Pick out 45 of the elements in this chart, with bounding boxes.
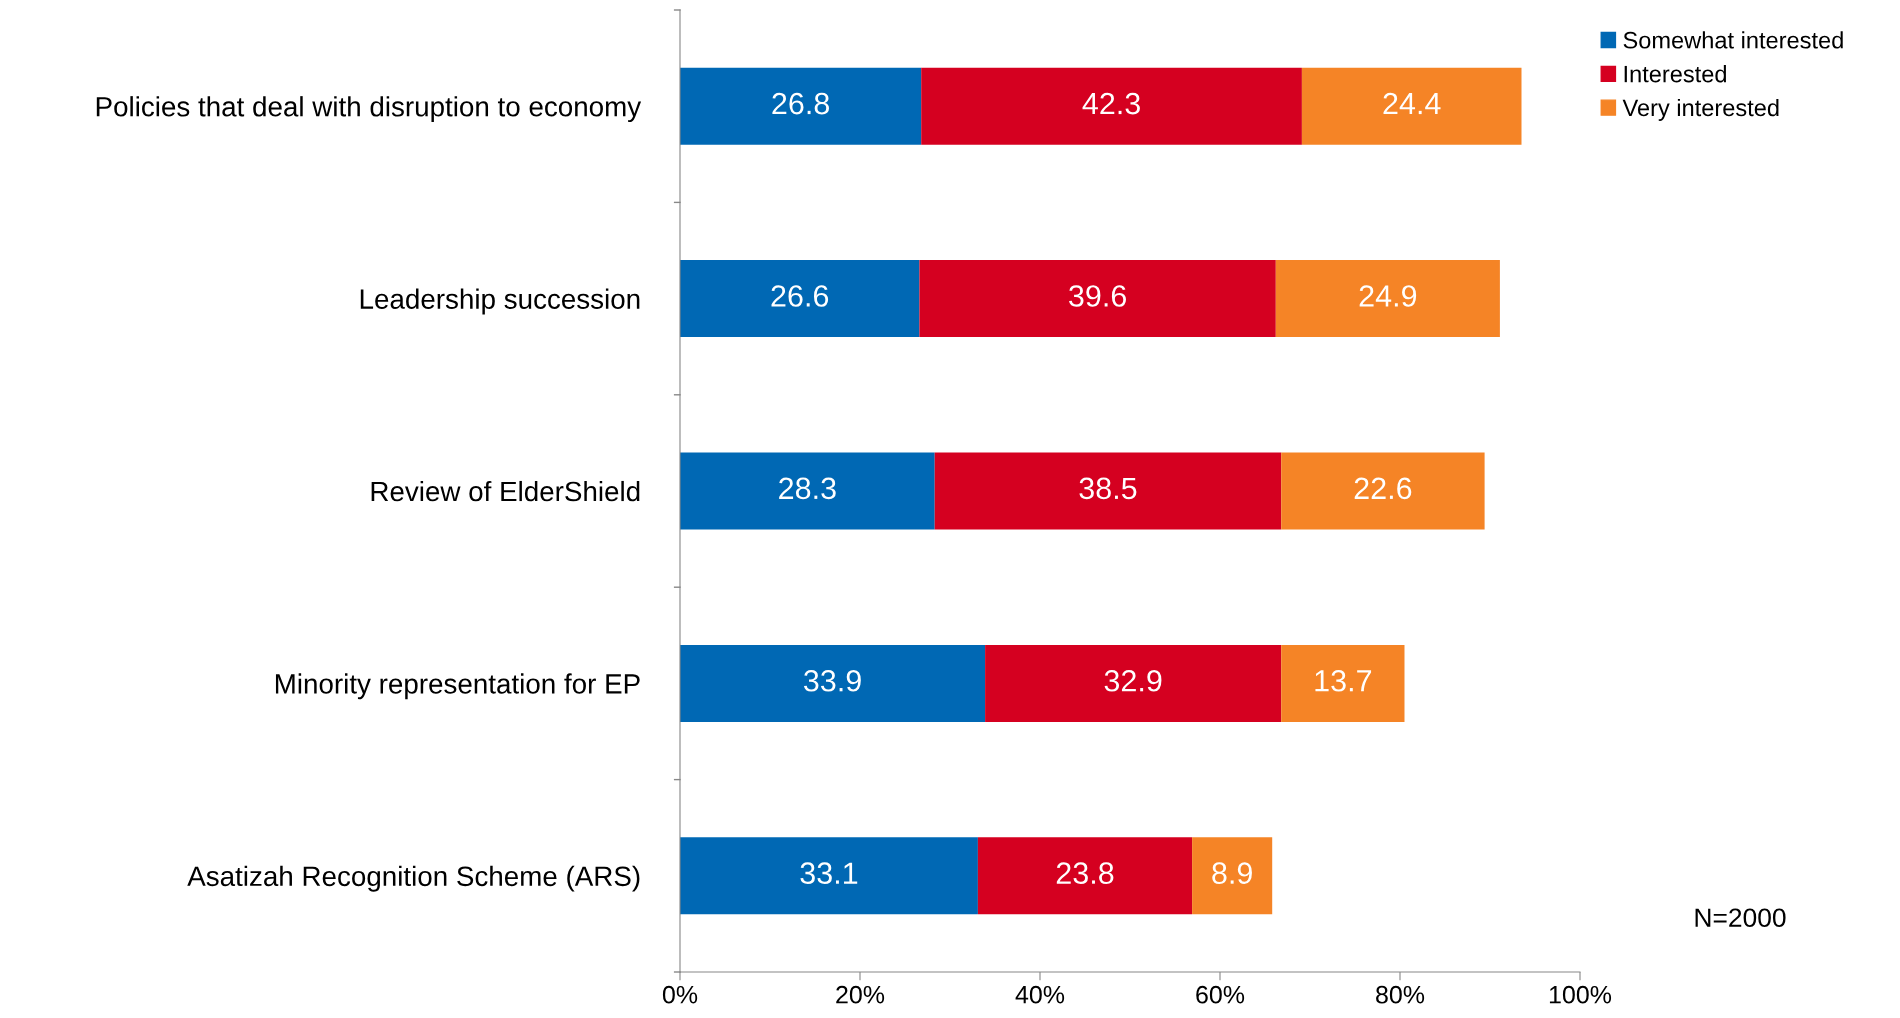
bar: [977, 837, 1193, 915]
bar: [680, 837, 978, 915]
x-tick-label: 20%: [836, 985, 885, 1004]
y-tick-label: Minority representation for EP: [275, 673, 640, 700]
bar: [1301, 67, 1522, 145]
x-tick-label: 60%: [1196, 985, 1245, 1004]
data-label: 23.8: [1056, 862, 1114, 884]
bar: [1281, 644, 1405, 722]
bar: [919, 260, 1276, 338]
data-label: 22.6: [1354, 477, 1412, 500]
text: N=2000: [1695, 908, 1786, 928]
legend-label: Somewhat interested: [1623, 31, 1843, 49]
legend-label: Interested: [1624, 65, 1726, 83]
data-label: 28.3: [779, 477, 836, 500]
y-tick-label: Asatizah Recognition Scheme (ARS): [187, 865, 640, 892]
bar: [680, 260, 920, 338]
data-label: 33.1: [800, 862, 858, 884]
bar: [921, 67, 1302, 145]
x-tick-label: 40%: [1015, 985, 1065, 1004]
data-label: 39.6: [1069, 285, 1126, 307]
bar: [1192, 837, 1273, 915]
x-tick-label: 80%: [1376, 985, 1425, 1004]
data-label: 42.3: [1082, 92, 1140, 115]
x-tick-label: 0%: [662, 985, 698, 1004]
data-label: 8.9: [1212, 862, 1252, 884]
bar: [985, 644, 1282, 722]
bar: [1281, 452, 1485, 530]
y-tick-label: Policies that deal with disruption to economy: [96, 96, 642, 123]
data-label: 24.4: [1383, 92, 1441, 115]
y-tick-label: Leadership succession: [360, 288, 640, 315]
data-label: 38.5: [1079, 477, 1137, 500]
data-label: 33.9: [803, 669, 861, 692]
legend-label: Very interested: [1622, 98, 1779, 121]
data-label: 26.8: [772, 92, 830, 115]
bar: [680, 67, 922, 145]
data-label: 32.9: [1104, 669, 1162, 692]
data-label: 24.9: [1359, 285, 1417, 307]
y-tick-label: Review of ElderShield: [371, 480, 640, 502]
x-tick-label: 100%: [1549, 985, 1612, 1004]
data-label: 26.6: [771, 285, 829, 307]
data-label: 13.7: [1315, 669, 1372, 692]
bar: [680, 644, 986, 722]
bar: [680, 452, 935, 530]
bar: [934, 452, 1282, 530]
bar: [1275, 260, 1500, 338]
